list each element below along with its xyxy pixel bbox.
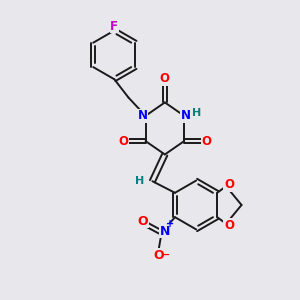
Text: N: N xyxy=(181,109,191,122)
Text: O: O xyxy=(224,178,234,191)
Text: H: H xyxy=(135,176,145,186)
Text: O: O xyxy=(118,135,128,148)
Text: O: O xyxy=(202,135,212,148)
Text: O: O xyxy=(224,219,234,232)
Text: N: N xyxy=(138,109,148,122)
Text: +: + xyxy=(167,219,175,229)
Text: F: F xyxy=(110,20,118,33)
Text: O: O xyxy=(138,215,148,228)
Text: H: H xyxy=(192,108,201,118)
Text: O: O xyxy=(160,72,170,85)
Text: −: − xyxy=(160,250,170,260)
Text: N: N xyxy=(160,225,170,238)
Text: O: O xyxy=(153,249,164,262)
